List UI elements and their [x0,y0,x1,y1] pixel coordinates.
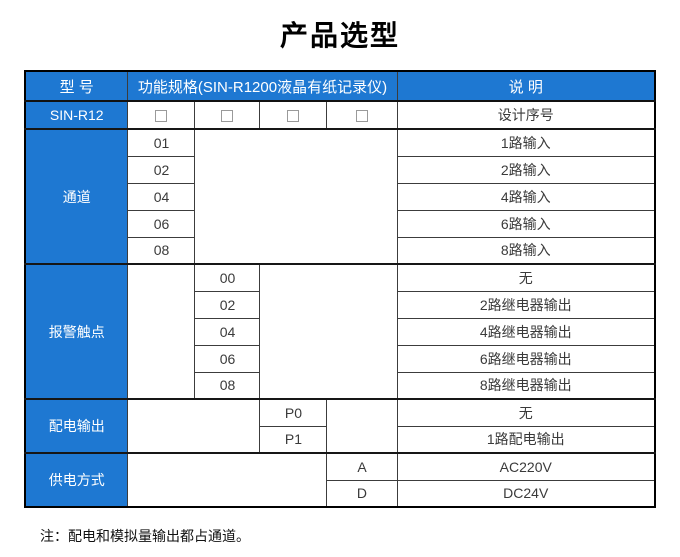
empty-cell [127,263,196,400]
checkbox-icon[interactable] [155,110,168,123]
empty-cell [127,398,261,454]
table-row-model: SIN-R12 设计序号 [24,100,656,130]
product-selection-table: 型 号 功能规格(SIN-R1200液晶有纸记录仪) 说 明 SIN-R12 设… [23,70,656,508]
desc-cell: 4路输入 [396,182,656,211]
page-title: 产品选型 [279,20,400,51]
desc-cell: AC220V [396,452,656,481]
checkbox-cell [326,100,398,130]
checkbox-cell [127,100,196,130]
code-cell: 02 [127,155,196,184]
table-row: 02 2路输入 [25,155,656,184]
checkbox-icon[interactable] [221,110,234,123]
desc-cell: 无 [396,263,656,292]
code-cell: 00 [194,263,261,292]
desc-cell: 无 [396,398,656,427]
table-row: 08 8路输入 [25,236,656,265]
footnote: 注：配电和模拟量输出都占通道。 [40,528,250,544]
desc-cell: 1路配电输出 [396,425,656,454]
empty-cell [127,452,328,508]
header-desc: 说 明 [396,70,656,102]
desc-cell: 6路继电器输出 [396,344,656,373]
table-row: 06 6路输入 [25,209,656,238]
desc-cell: 2路输入 [396,155,656,184]
code-cell: 01 [127,128,196,157]
checkbox-icon[interactable] [287,110,300,123]
code-cell: 08 [127,236,196,265]
table-row: 通道 01 1路输入 [24,128,656,265]
checkbox-cell [259,100,328,130]
section-label-alarm-contacts: 报警触点 [24,263,129,400]
code-cell: 04 [127,182,196,211]
code-cell: A [326,452,398,481]
code-cell: 04 [194,317,261,346]
header-model: 型 号 [24,70,129,102]
table-row: 08 8路继电器输出 [25,371,656,400]
desc-cell: 1路输入 [396,128,656,157]
table-row: 04 4路输入 [25,182,656,211]
desc-cell: 8路输入 [396,236,656,265]
table-row: 供电方式 A AC220V [24,452,656,508]
section-label-channels: 通道 [24,128,129,265]
section-label-power-supply: 供电方式 [24,452,129,508]
table-row: 06 6路继电器输出 [25,344,656,373]
desc-cell: 6路输入 [396,209,656,238]
code-cell: 08 [194,371,261,400]
table-row: D DC24V [25,479,656,508]
model-name-cell: SIN-R12 [24,100,129,130]
section-label-power-distribution: 配电输出 [24,398,129,454]
desc-cell: DC24V [396,479,656,508]
desc-cell: 4路继电器输出 [396,317,656,346]
desc-cell: 设计序号 [396,100,656,130]
table-row: 04 4路继电器输出 [25,317,656,346]
desc-cell: 2路继电器输出 [396,290,656,319]
code-cell: 06 [127,209,196,238]
checkbox-cell [194,100,261,130]
code-cell: 06 [194,344,261,373]
code-cell: P1 [259,425,328,454]
empty-cell [194,128,398,265]
desc-cell: 8路继电器输出 [396,371,656,400]
code-cell: 02 [194,290,261,319]
table-header-row: 型 号 功能规格(SIN-R1200液晶有纸记录仪) 说 明 [24,70,656,102]
empty-cell [259,263,398,400]
table-row: 报警触点 00 无 [24,263,656,400]
table-row: 配电输出 P0 无 [24,398,656,454]
code-cell: P0 [259,398,328,427]
table-row: 02 2路继电器输出 [25,290,656,319]
header-spec: 功能规格(SIN-R1200液晶有纸记录仪) [127,70,398,102]
code-cell: D [326,479,398,508]
empty-cell [326,398,398,454]
checkbox-icon[interactable] [355,110,368,123]
